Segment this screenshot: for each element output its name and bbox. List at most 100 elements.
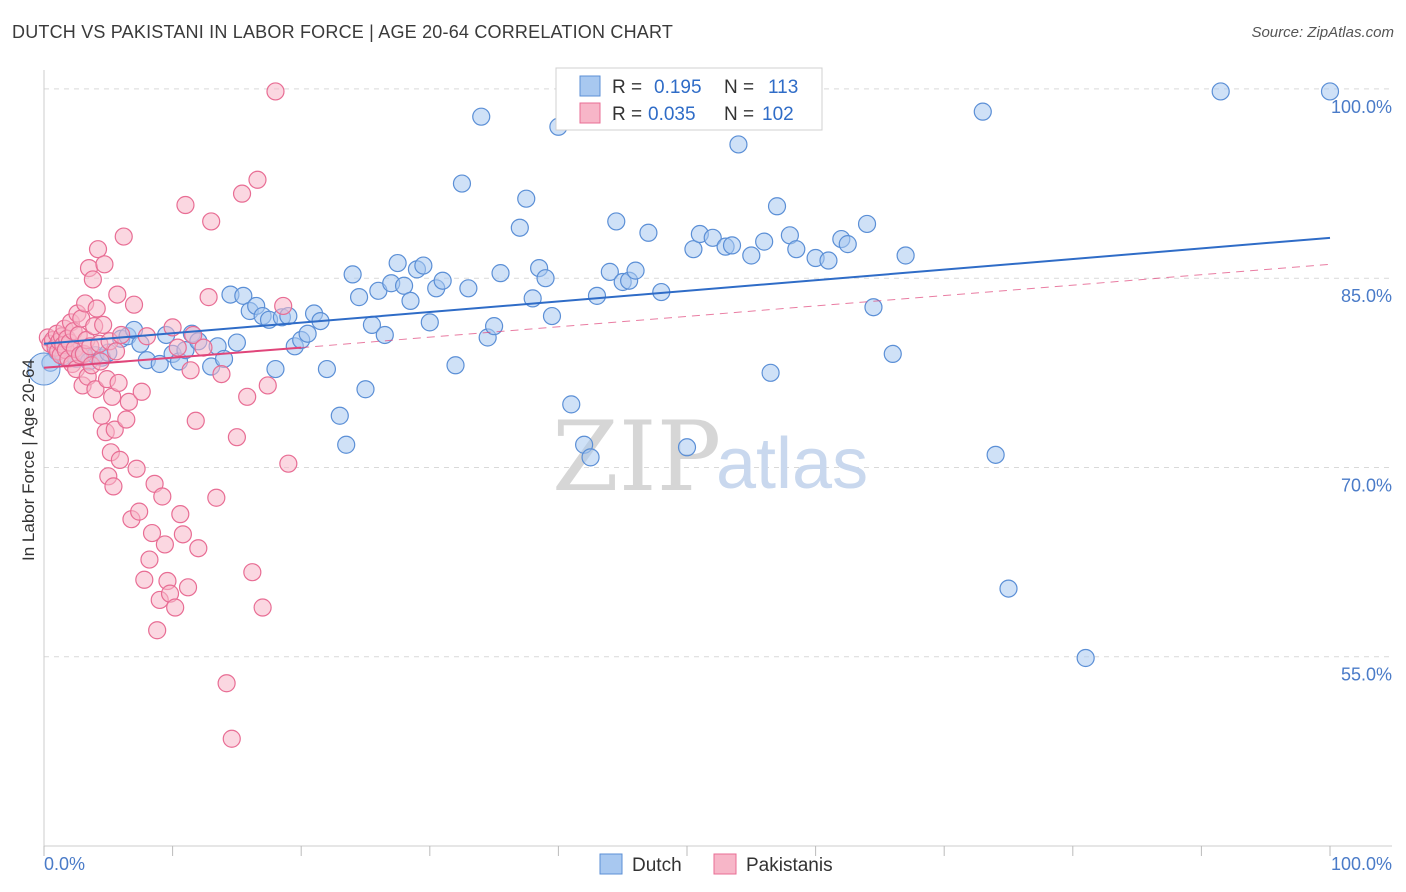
dutch-point	[999, 579, 1018, 598]
pakistani-point	[130, 502, 149, 521]
dutch-point	[587, 286, 607, 305]
pakistani-point	[238, 387, 257, 406]
legend-n-label: N =	[724, 77, 754, 98]
dutch-point	[266, 359, 285, 379]
pakistani-point	[110, 450, 129, 469]
pakistani-point	[83, 270, 102, 289]
pakistani-point	[88, 240, 108, 259]
dutch-point	[433, 271, 452, 290]
dutch-point	[401, 291, 420, 311]
dutch-point	[838, 235, 857, 254]
pakistani-point	[109, 373, 128, 393]
legend-r-label: R =	[612, 77, 642, 98]
dutch-point	[562, 395, 581, 414]
dutch-point	[677, 438, 697, 457]
y-tick-label: 70.0%	[1341, 475, 1392, 495]
trend-line-pakistani-extension	[301, 263, 1331, 349]
pakistani-point	[163, 318, 182, 337]
correlation-legend: R = 0.195 N = 113 R = 0.035 N = 102	[555, 67, 823, 131]
pakistani-points	[38, 82, 298, 748]
watermark-zip: ZIP	[552, 401, 721, 513]
watermark-atlas: atlas	[716, 424, 868, 504]
legend-swatch-dutch	[579, 75, 601, 97]
dutch-point	[896, 246, 915, 265]
y-tick-label: 85.0%	[1341, 286, 1392, 306]
bottom-legend-swatch-dutch	[599, 853, 623, 875]
trend-line-pakistani	[43, 346, 302, 369]
dutch-point	[459, 279, 478, 298]
dutch-point	[857, 214, 877, 234]
pakistani-point	[112, 325, 131, 345]
x-tick-label: 0.0%	[44, 854, 85, 874]
legend-r-label: R =	[612, 104, 642, 125]
dutch-point	[883, 344, 902, 364]
dutch-point	[607, 212, 626, 231]
pakistani-point	[132, 382, 151, 401]
chart-title: DUTCH VS PAKISTANI IN LABOR FORCE | AGE …	[12, 22, 674, 42]
dutch-point	[722, 236, 742, 255]
pakistani-point	[135, 570, 154, 589]
legend-swatch-pakistani	[579, 102, 601, 124]
pakistani-point	[186, 411, 205, 430]
pakistani-point	[117, 410, 136, 429]
legend-n-value: 102	[762, 104, 794, 125]
y-axis-label: In Labor Force | Age 20-64	[19, 359, 38, 561]
dutch-point	[703, 228, 722, 247]
pakistani-point	[108, 285, 127, 304]
dutch-point	[388, 253, 407, 273]
pakistani-point	[243, 563, 262, 582]
pakistani-point	[105, 420, 124, 439]
pakistani-point	[258, 376, 277, 395]
dutch-point	[581, 448, 600, 467]
pakistani-point	[106, 342, 126, 361]
pakistani-point	[248, 170, 267, 189]
dutch-point	[420, 313, 439, 332]
pakistani-point	[176, 195, 195, 215]
dutch-point	[414, 256, 433, 275]
legend-r-value: 0.195	[654, 77, 702, 98]
dutch-point	[729, 135, 748, 154]
pakistani-point	[153, 487, 172, 506]
dutch-points	[27, 82, 1340, 668]
x-tick-labels: 0.0% 100.0%	[44, 854, 1392, 874]
dutch-point	[298, 324, 317, 343]
pakistani-point	[86, 380, 105, 399]
axes	[43, 70, 1392, 856]
dutch-point	[27, 352, 61, 386]
dutch-point	[330, 406, 349, 425]
dutch-point	[317, 359, 337, 379]
source-credit: Source: ZipAtlas.com	[1251, 24, 1394, 41]
dutch-point	[517, 189, 536, 208]
pakistani-point	[199, 288, 218, 307]
dutch-point	[337, 435, 356, 454]
pakistani-point	[274, 296, 293, 316]
dutch-point	[343, 265, 362, 284]
y-tick-label: 100.0%	[1331, 97, 1392, 117]
dutch-point	[542, 306, 562, 326]
dutch-point	[227, 333, 246, 352]
pakistani-point	[95, 255, 114, 274]
bottom-legend-swatch-pakistani	[713, 853, 737, 875]
dutch-point	[973, 102, 992, 121]
dutch-point	[755, 232, 774, 251]
pakistani-point	[155, 535, 174, 554]
pakistani-point	[222, 729, 241, 748]
dutch-point	[349, 288, 369, 307]
dutch-point	[1211, 82, 1230, 101]
pakistani-point	[94, 315, 113, 334]
trend-line-dutch	[43, 236, 1331, 345]
pakistani-point	[127, 459, 146, 478]
dutch-point	[491, 264, 510, 283]
dutch-point	[452, 174, 472, 193]
dutch-point	[761, 363, 780, 382]
dutch-point	[819, 251, 838, 270]
dutch-point	[600, 262, 619, 281]
pakistani-point	[87, 299, 106, 318]
pakistani-point	[212, 364, 231, 384]
pakistani-point	[114, 227, 133, 246]
pakistani-point	[168, 338, 187, 357]
bottom-legend-pakistanis: Pakistanis	[746, 855, 833, 876]
dutch-point	[234, 286, 253, 305]
dutch-point	[767, 197, 787, 216]
pakistani-point	[207, 488, 226, 507]
